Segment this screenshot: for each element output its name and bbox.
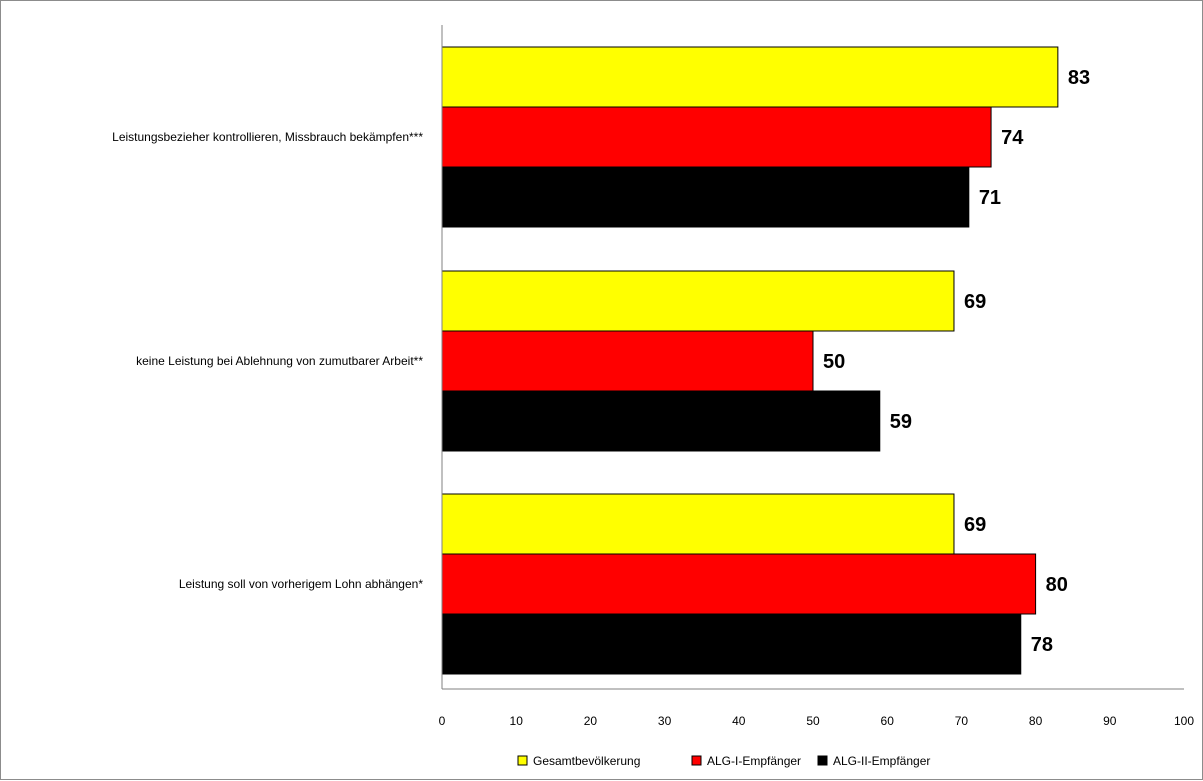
bar-alg-ii-empf-nger-cat-3 bbox=[441, 613, 1022, 675]
category-label-3: Leistung soll von vorherigem Lohn abhäng… bbox=[179, 577, 424, 591]
legend-label-gesamtbev-lkerung: Gesamtbevölkerung bbox=[533, 754, 640, 768]
data-label-alg-ii-empf-nger-cat-2: 59 bbox=[890, 411, 912, 433]
category-label-1: Leistungsbezieher kontrollieren, Missbra… bbox=[112, 130, 423, 144]
x-tick-label-80: 80 bbox=[1029, 714, 1043, 728]
data-label-alg-i-empf-nger-cat-2: 50 bbox=[823, 351, 845, 373]
data-label-alg-ii-empf-nger-cat-3: 78 bbox=[1031, 634, 1053, 656]
x-tick-label-60: 60 bbox=[881, 714, 895, 728]
x-tick-label-0: 0 bbox=[439, 714, 446, 728]
data-label-gesamtbev-lkerung-cat-2: 69 bbox=[964, 291, 986, 313]
category-label-2: keine Leistung bei Ablehnung von zumutba… bbox=[136, 354, 423, 368]
legend-swatch-alg-i-empf-nger bbox=[691, 755, 702, 766]
bar-alg-i-empf-nger-cat-2 bbox=[441, 330, 814, 392]
x-tick-label-70: 70 bbox=[955, 714, 969, 728]
category-labels: Leistungsbezieher kontrollieren, Missbra… bbox=[112, 130, 423, 591]
data-label-gesamtbev-lkerung-cat-1: 83 bbox=[1068, 67, 1090, 89]
data-label-gesamtbev-lkerung-cat-3: 69 bbox=[964, 514, 986, 536]
legend-label-alg-i-empf-nger: ALG-I-Empfänger bbox=[707, 754, 801, 768]
bars-layer bbox=[441, 46, 1059, 675]
data-label-alg-i-empf-nger-cat-3: 80 bbox=[1046, 574, 1068, 596]
bar-gesamtbev-lkerung-cat-1 bbox=[441, 46, 1059, 108]
legend-swatch-gesamtbev-lkerung bbox=[517, 755, 528, 766]
bar-gesamtbev-lkerung-cat-2 bbox=[441, 270, 955, 332]
data-labels-layer: 83 74 71 69 50 59 69 80 78 bbox=[823, 67, 1090, 656]
bar-gesamtbev-lkerung-cat-3 bbox=[441, 493, 955, 555]
bar-alg-ii-empf-nger-cat-1 bbox=[441, 166, 970, 228]
bar-alg-i-empf-nger-cat-3 bbox=[441, 553, 1037, 615]
x-tick-label-30: 30 bbox=[658, 714, 672, 728]
bar-alg-i-empf-nger-cat-1 bbox=[441, 106, 992, 168]
legend-label-alg-ii-empf-nger: ALG-II-Empfänger bbox=[833, 754, 930, 768]
x-tick-label-90: 90 bbox=[1103, 714, 1117, 728]
bar-alg-ii-empf-nger-cat-2 bbox=[441, 390, 881, 452]
axes bbox=[441, 25, 1184, 690]
x-tick-label-50: 50 bbox=[806, 714, 820, 728]
tick-labels: 0 10 20 30 40 50 60 70 80 90 100 bbox=[439, 714, 1195, 728]
x-tick-label-40: 40 bbox=[732, 714, 746, 728]
x-tick-label-10: 10 bbox=[510, 714, 524, 728]
data-label-alg-ii-empf-nger-cat-1: 71 bbox=[979, 187, 1001, 209]
x-tick-label-100: 100 bbox=[1174, 714, 1194, 728]
legend-swatch-alg-ii-empf-nger bbox=[817, 755, 828, 766]
legend: Gesamtbevölkerung ALG-I-Empfänger ALG-II-E… bbox=[517, 754, 930, 768]
x-tick-label-20: 20 bbox=[584, 714, 598, 728]
data-label-alg-i-empf-nger-cat-1: 74 bbox=[1001, 127, 1024, 149]
